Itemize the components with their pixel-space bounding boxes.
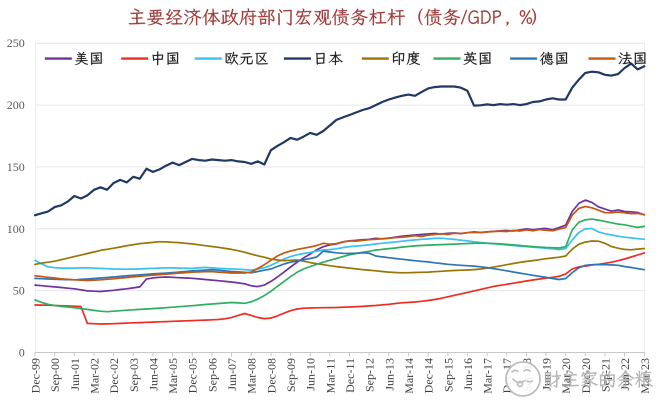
svg-text:Sep-12: Sep-12 <box>363 358 377 392</box>
svg-text:Dec-08: Dec-08 <box>264 358 278 393</box>
svg-text:Dec-05: Dec-05 <box>186 358 200 393</box>
svg-text:Jun-16: Jun-16 <box>461 358 475 391</box>
svg-text:150: 150 <box>7 160 25 174</box>
svg-text:50: 50 <box>13 284 25 298</box>
svg-text:200: 200 <box>7 98 25 112</box>
svg-text:Mar-17: Mar-17 <box>481 358 495 394</box>
svg-text:Jun-01: Jun-01 <box>68 358 82 391</box>
svg-text:250: 250 <box>7 36 25 50</box>
svg-text:Mar-14: Mar-14 <box>402 358 416 394</box>
svg-text:Mar-08: Mar-08 <box>245 358 259 394</box>
svg-text:Dec-11: Dec-11 <box>343 358 357 393</box>
svg-text:Mar-05: Mar-05 <box>166 358 180 394</box>
svg-text:Sep-03: Sep-03 <box>127 358 141 392</box>
svg-text:Sep-06: Sep-06 <box>205 358 219 392</box>
svg-text:Jun-13: Jun-13 <box>382 358 396 391</box>
svg-text:Sep-15: Sep-15 <box>441 358 455 392</box>
svg-text:Jun-10: Jun-10 <box>304 358 318 391</box>
svg-text:Jun-04: Jun-04 <box>146 358 160 391</box>
svg-text:0: 0 <box>19 346 25 360</box>
svg-text:Sep-00: Sep-00 <box>48 358 62 392</box>
svg-text:Mar-02: Mar-02 <box>88 358 102 394</box>
svg-text:Sep-09: Sep-09 <box>284 358 298 392</box>
svg-text:Mar-11: Mar-11 <box>323 358 337 393</box>
svg-text:Jun-07: Jun-07 <box>225 358 239 391</box>
svg-text:Dec-02: Dec-02 <box>107 358 121 393</box>
svg-text:Mar-23: Mar-23 <box>638 358 652 394</box>
svg-text:Dec-99: Dec-99 <box>29 358 43 393</box>
svg-text:Jun-19: Jun-19 <box>540 358 554 391</box>
svg-text:100: 100 <box>7 222 25 236</box>
svg-text:Dec-14: Dec-14 <box>422 358 436 393</box>
